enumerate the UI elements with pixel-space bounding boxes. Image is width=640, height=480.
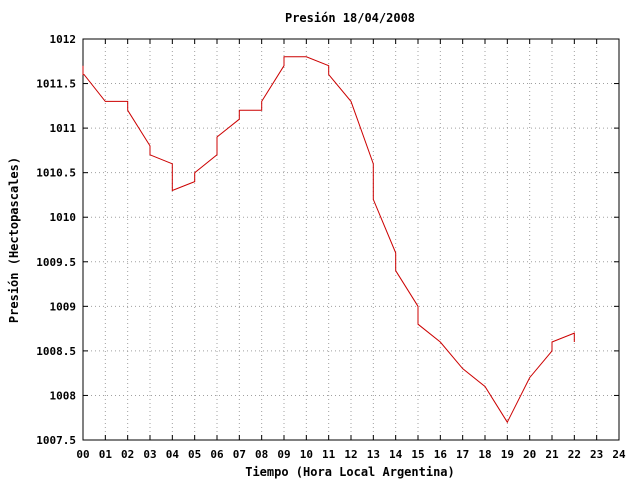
y-tick-label: 1009.5	[36, 256, 76, 269]
x-tick-label: 04	[166, 448, 180, 461]
x-tick-label: 08	[255, 448, 268, 461]
x-tick-label: 06	[210, 448, 224, 461]
x-tick-label: 05	[188, 448, 201, 461]
x-tick-label: 02	[121, 448, 134, 461]
y-tick-label: 1010.5	[36, 167, 76, 180]
x-tick-label: 23	[590, 448, 603, 461]
y-tick-label: 1010	[50, 211, 77, 224]
x-tick-label: 18	[478, 448, 491, 461]
y-tick-labels: 1007.5 1008 1008.5 1009 1009.5 1010 1010.5 1011…	[36, 33, 76, 447]
x-tick-label: 19	[501, 448, 514, 461]
x-tick-label: 24	[612, 448, 626, 461]
y-axis-label: Presión (Hectopascales)	[7, 157, 21, 323]
y-tick-label: 1009	[50, 300, 77, 313]
pressure-series-line	[82, 56, 575, 424]
x-tick-label: 09	[277, 448, 290, 461]
grid	[83, 39, 619, 440]
x-tick-label: 14	[389, 448, 403, 461]
x-tick-label: 11	[322, 448, 336, 461]
x-tick-label: 00	[76, 448, 89, 461]
x-tick-label: 10	[300, 448, 313, 461]
x-tick-label: 16	[434, 448, 448, 461]
x-tick-label: 12	[344, 448, 357, 461]
x-tick-label: 21	[545, 448, 559, 461]
x-tick-label: 13	[367, 448, 380, 461]
y-tick-label: 1011	[50, 122, 77, 135]
y-tick-label: 1008	[50, 389, 77, 402]
y-tick-label: 1008.5	[36, 345, 76, 358]
x-tick-label: 20	[523, 448, 536, 461]
x-tick-labels: 00 01 02 03 04 05 06 07 08 09 10 11 12 13 14 15 16 17 18 19…	[76, 448, 626, 461]
x-tick-label: 07	[233, 448, 246, 461]
y-tick-label: 1007.5	[36, 434, 76, 447]
x-axis-label: Tiempo (Hora Local Argentina)	[245, 465, 455, 479]
y-tick-label: 1012	[50, 33, 77, 46]
x-tick-label: 17	[456, 448, 469, 461]
y-tick-label: 1011.5	[36, 78, 76, 91]
x-tick-label: 01	[99, 448, 113, 461]
series-layer	[82, 56, 575, 424]
x-tick-label: 22	[568, 448, 581, 461]
axis-ticks	[82, 38, 620, 441]
x-tick-label: 15	[411, 448, 424, 461]
x-tick-label: 03	[143, 448, 156, 461]
chart-title: Presión 18/04/2008	[285, 11, 415, 25]
